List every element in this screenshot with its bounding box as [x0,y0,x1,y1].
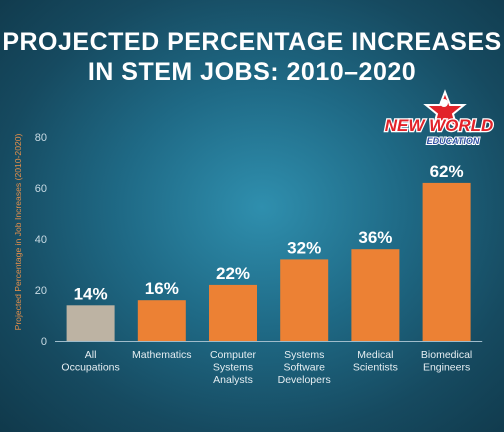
bar-value-label: 62% [430,162,464,181]
chart-title-line-1: PROJECTED PERCENTAGE INCREASES [2,28,502,56]
x-tick-label: Medical Scientists [353,349,398,374]
logo-star-icon [423,89,467,131]
bar [209,284,257,341]
logo-text-line-2: EDUCATION [427,136,480,146]
x-tick-label: Computer Systems Analysts [210,349,257,386]
y-tick-label: 0 [41,336,47,348]
bar-value-label: 22% [216,264,250,283]
bar-series: 14% 16% 22% 32% 36% 62% [66,162,471,341]
bar [66,305,115,341]
y-axis-label: Projected Percentage in Job Increases (2… [13,133,23,330]
y-tick-label: 40 [35,234,47,246]
x-tick-label: Biomedical Engineers [421,349,472,374]
bar-value-label: 16% [145,279,179,298]
x-axis: All Occupations Mathematics Computer Systems… [55,341,483,386]
y-tick-label: 60 [35,183,47,195]
new-world-education-logo: NEW WORLD EDUCATION [383,89,495,147]
logo-figure-head [440,99,448,107]
bar [137,300,186,341]
x-tick-label: Mathematics [132,349,192,361]
bar [351,249,400,341]
logo-text-line-1: NEW WORLD [385,116,494,135]
bar [280,259,329,341]
x-tick-label: All Occupations [61,349,119,374]
bar-value-label: 36% [358,228,392,247]
y-tick-label: 80 [35,132,47,144]
bar-value-label: 14% [74,284,108,303]
x-tick-label: Systems Software Developers [278,349,331,386]
y-tick-label: 20 [35,285,47,297]
bar [422,182,471,341]
chart-title-line-2: IN STEM JOBS: 2010–2020 [87,58,417,86]
y-axis: 0 20 40 60 80 [35,132,47,348]
bar-value-label: 32% [287,238,321,257]
